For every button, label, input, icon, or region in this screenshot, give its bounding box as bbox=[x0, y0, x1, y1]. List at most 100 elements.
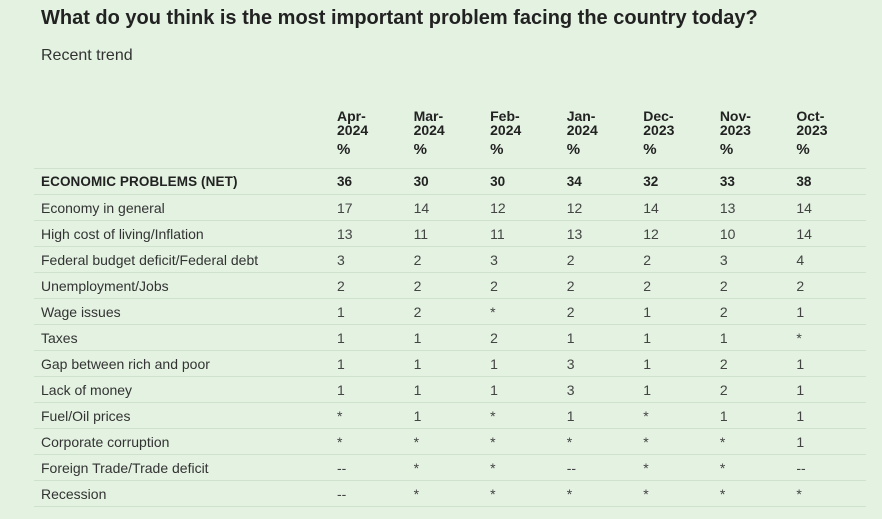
row-value: 2 bbox=[636, 246, 713, 273]
row-value: * bbox=[483, 402, 560, 429]
row-label: Unemployment/Jobs bbox=[34, 272, 330, 299]
row-label: ECONOMIC PROBLEMS (NET) bbox=[34, 168, 330, 195]
row-value: 2 bbox=[712, 272, 790, 299]
row-value: 11 bbox=[483, 220, 560, 247]
column-header: Oct- 2023 bbox=[789, 106, 866, 143]
row-value: 30 bbox=[406, 168, 484, 195]
row-value: 1 bbox=[559, 324, 637, 351]
column-unit: % bbox=[796, 141, 810, 158]
column-year: 2024 bbox=[566, 122, 598, 138]
column-unit: % bbox=[413, 141, 427, 158]
row-value: 2 bbox=[483, 324, 560, 351]
column-month: Mar- bbox=[413, 108, 444, 124]
row-value: 1 bbox=[330, 324, 407, 351]
row-value: 17 bbox=[330, 194, 407, 221]
table-row: Foreign Trade/Trade deficit -- * * -- * * -- bbox=[34, 454, 866, 481]
row-value: 1 bbox=[406, 324, 484, 351]
row-value: 11 bbox=[406, 220, 484, 247]
table-row: High cost of living/Inflation 13 11 11 13 12 1… bbox=[34, 220, 866, 247]
row-value: * bbox=[559, 480, 637, 507]
row-value: 2 bbox=[636, 272, 713, 299]
row-value: * bbox=[330, 428, 407, 455]
table-row: Economy in general 17 14 12 12 14 13 14 bbox=[34, 194, 866, 221]
column-year: 2023 bbox=[643, 122, 675, 138]
row-value: -- bbox=[559, 454, 637, 481]
page-subtitle: Recent trend bbox=[41, 47, 133, 64]
column-unit: % bbox=[490, 141, 504, 158]
row-value: 3 bbox=[712, 246, 790, 273]
column-unit: % bbox=[719, 141, 734, 158]
table-row: Gap between rich and poor 1 1 1 3 1 2 1 bbox=[34, 350, 866, 377]
header-blank bbox=[34, 106, 330, 143]
row-value: * bbox=[712, 454, 790, 481]
column-unit: % bbox=[566, 141, 581, 158]
row-value: 2 bbox=[712, 298, 790, 325]
column-month: Dec- bbox=[643, 108, 674, 124]
column-year: 2023 bbox=[796, 122, 828, 138]
row-value: 1 bbox=[789, 402, 866, 429]
row-label: Taxes bbox=[34, 324, 330, 351]
column-header: Nov- 2023 bbox=[713, 106, 790, 143]
row-value: 1 bbox=[636, 298, 713, 325]
column-header: Feb- 2024 bbox=[483, 106, 560, 143]
row-value: * bbox=[483, 428, 560, 455]
row-value: 1 bbox=[406, 402, 484, 429]
column-month: Jan- bbox=[566, 108, 596, 124]
row-value: 12 bbox=[483, 194, 560, 221]
row-label: Wage issues bbox=[34, 298, 330, 325]
row-value: 30 bbox=[483, 168, 560, 195]
trend-table: Apr- 2024 Mar- 2024 Feb- 2024 Jan- 2024 Dec- 2023… bbox=[34, 106, 866, 507]
header-units-row: %%%%%%% bbox=[34, 141, 866, 169]
column-year: 2024 bbox=[413, 122, 445, 138]
column-header: Dec- 2023 bbox=[636, 106, 713, 143]
row-value: 14 bbox=[636, 194, 713, 221]
row-value: 1 bbox=[636, 324, 713, 351]
table-row: Unemployment/Jobs 2 2 2 2 2 2 2 bbox=[34, 272, 866, 299]
row-value: 10 bbox=[712, 220, 790, 247]
column-month: Apr- bbox=[337, 108, 366, 124]
row-value: 13 bbox=[330, 220, 407, 247]
column-header: Jan- 2024 bbox=[560, 106, 637, 143]
row-value: 12 bbox=[559, 194, 637, 221]
row-value: * bbox=[406, 428, 484, 455]
row-label: Federal budget deficit/Federal debt bbox=[34, 246, 330, 273]
row-value: 36 bbox=[330, 168, 407, 195]
row-value: 2 bbox=[406, 272, 484, 299]
row-value: 13 bbox=[559, 220, 637, 247]
column-header: Mar- 2024 bbox=[407, 106, 484, 143]
row-value: 4 bbox=[789, 246, 866, 273]
row-value: 1 bbox=[789, 350, 866, 377]
row-value: 13 bbox=[712, 194, 790, 221]
row-value: 34 bbox=[559, 168, 637, 195]
row-value: 2 bbox=[559, 298, 637, 325]
row-label: Foreign Trade/Trade deficit bbox=[34, 454, 330, 481]
row-value: * bbox=[330, 402, 407, 429]
row-value: 2 bbox=[712, 350, 790, 377]
row-value: 3 bbox=[483, 246, 560, 273]
page-title: What do you think is the most important … bbox=[41, 7, 758, 29]
table-row: Recession -- * * * * * * bbox=[34, 480, 866, 507]
row-value: -- bbox=[330, 480, 407, 507]
row-value: 1 bbox=[789, 376, 866, 403]
row-value: * bbox=[636, 428, 713, 455]
row-value: 38 bbox=[789, 168, 866, 195]
column-month: Nov- bbox=[719, 108, 751, 124]
row-value: 1 bbox=[483, 376, 560, 403]
row-value: * bbox=[636, 454, 713, 481]
row-value: 2 bbox=[712, 376, 790, 403]
row-value: 2 bbox=[789, 272, 866, 299]
row-label: Recession bbox=[34, 480, 330, 507]
table-row: Federal budget deficit/Federal debt 3 2 3 2 2… bbox=[34, 246, 866, 273]
column-unit: % bbox=[337, 141, 351, 158]
row-value: * bbox=[636, 480, 713, 507]
row-value: * bbox=[483, 480, 560, 507]
row-value: 1 bbox=[636, 350, 713, 377]
row-value: -- bbox=[330, 454, 407, 481]
row-value: 1 bbox=[712, 402, 790, 429]
table-row: Fuel/Oil prices * 1 * 1 * 1 1 bbox=[34, 402, 866, 429]
column-year: 2024 bbox=[490, 122, 522, 138]
row-value: 1 bbox=[330, 376, 407, 403]
row-value: * bbox=[483, 298, 560, 325]
row-value: 1 bbox=[330, 350, 407, 377]
row-value: 1 bbox=[789, 428, 866, 455]
